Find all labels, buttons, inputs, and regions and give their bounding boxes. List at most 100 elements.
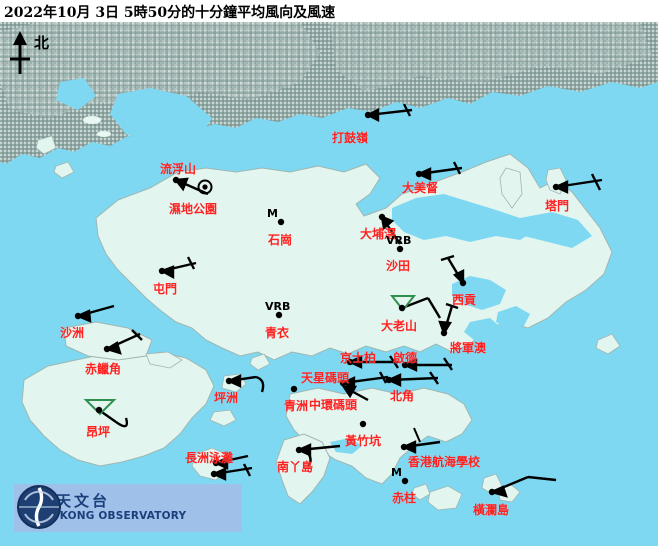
station-dot: [415, 170, 423, 178]
station-label: 中環碼頭: [309, 398, 358, 412]
wind-barb-lamma: [296, 443, 341, 467]
north-arrow-icon: [10, 31, 30, 74]
station-dot: [378, 213, 386, 221]
station-dot: [359, 420, 367, 428]
wind-barb-tseung-kwan-o: [438, 302, 459, 336]
station-label: 京士柏: [340, 351, 377, 365]
title-bar: 2022年10月 3日 5時50分的十分鐘平均風向及風速: [0, 0, 658, 22]
plover-cove-land: [499, 167, 523, 209]
north-label: 北: [34, 34, 50, 52]
wind-barb-north-point: [386, 371, 439, 387]
map-geography: [0, 22, 658, 546]
station-dot: [385, 376, 393, 384]
station-label: 香港航海學校: [408, 455, 481, 469]
station-dot: [290, 385, 298, 393]
wind-barb-layer: [74, 103, 603, 498]
station-label: 沙田: [386, 259, 411, 273]
station-label: 塔門: [545, 199, 570, 213]
station-label: 大美督: [402, 181, 439, 195]
station-dot: [295, 446, 303, 454]
station-dot: [401, 477, 409, 485]
station-dot: [459, 279, 467, 287]
wind-barb-sha-chau: [74, 304, 115, 323]
station-dot-layer: [74, 111, 560, 496]
station-label: 橫瀾島: [473, 503, 510, 517]
station-label: 赤鱲角: [85, 362, 122, 376]
station-label: 石崗: [268, 233, 293, 247]
hko-swirl-icon: [17, 485, 61, 529]
missing-data-flag: M: [391, 466, 402, 479]
inner-inlet-1: [56, 78, 96, 110]
station-label: 北角: [390, 389, 415, 403]
station-dot: [346, 358, 354, 366]
lamma-island: [275, 433, 331, 505]
wind-barb-tai-mei-tuk: [416, 161, 463, 181]
mainland-texture-overlay-2: [330, 22, 652, 92]
station-label: 啟德: [393, 351, 418, 365]
small-island-d: [53, 161, 75, 179]
missing-data-flag: M: [267, 207, 278, 220]
wind-barb-tap-mun: [553, 173, 603, 194]
station-dot: [364, 111, 372, 119]
station-label: 大老山: [381, 319, 418, 333]
station-dot: [339, 379, 347, 387]
tolo-channel: [520, 212, 592, 248]
map-canvas: 北 打鼓嶺 流浮山 濕地公園 石崗 M 屯門 大美督 塔門 大埔滘 沙田 VRB 西貢 將軍澳 沙洲 赤鱲角…: [0, 22, 658, 546]
station-dot: [275, 311, 283, 319]
variable-wind-flag: VRB: [265, 300, 291, 313]
hei-ling-chau: [209, 409, 237, 427]
wind-barb-ngong-ping: [83, 399, 129, 428]
wind-barb-star-ferry: [340, 371, 389, 390]
wind-barb-chek-lap-kok: [104, 329, 143, 355]
station-dot: [488, 488, 496, 496]
station-dot: [225, 377, 233, 385]
small-island-b: [249, 353, 271, 371]
station-label: 青洲: [284, 399, 309, 413]
station-dot: [396, 245, 404, 253]
small-island-a: [411, 483, 431, 501]
wind-barb-sea-school: [401, 427, 441, 454]
station-label: 沙洲: [60, 326, 85, 340]
wind-barb-ta-kwu-ling: [365, 103, 413, 122]
station-dot: [400, 443, 408, 451]
station-label: 打鼓嶺: [332, 131, 369, 145]
inlet-island-2: [97, 131, 111, 137]
station-label: 青衣: [265, 326, 290, 340]
station-label: 天星碼頭: [301, 371, 350, 385]
po-toi-island: [427, 485, 463, 511]
wind-barb-central-pier: [341, 385, 369, 402]
wind-barb-cheung-chau: [211, 463, 253, 481]
station-dot: [552, 183, 560, 191]
station-marker-wetland-park: [197, 179, 213, 195]
station-label: 屯門: [153, 282, 178, 296]
station-label: 黃竹坑: [345, 434, 382, 448]
port-shelter: [464, 318, 504, 342]
chek-lap-kok: [63, 321, 153, 361]
station-label: 坪洲: [214, 391, 239, 405]
aberdeen-channel: [330, 438, 362, 454]
station-label: 赤柱: [392, 491, 417, 505]
station-dot: [212, 459, 220, 467]
station-dot: [74, 312, 82, 320]
station-dot: [401, 361, 409, 369]
hko-logo: 香港天文台 HONG KONG OBSERVATORY: [14, 484, 242, 532]
station-dot: [277, 218, 285, 226]
station-dot: [103, 345, 111, 353]
small-island-f: [595, 333, 621, 355]
wind-barb-kai-tak: [402, 357, 453, 372]
page-title: 2022年10月 3日 5時50分的十分鐘平均風向及風速: [4, 5, 336, 21]
wind-barb-tuen-mun: [159, 256, 197, 280]
small-island-e: [35, 135, 57, 155]
wind-barb-sai-kung: [440, 254, 465, 286]
wind-barb-tate-cairn: [389, 295, 442, 319]
station-label: 濕地公園: [169, 202, 218, 216]
sai-kung-bay-2: [496, 306, 530, 328]
station-label: 西貢: [452, 293, 477, 307]
station-label: 長洲泳灘: [185, 451, 234, 465]
station-dot: [210, 470, 218, 478]
wind-barb-waglan: [488, 475, 557, 498]
station-dot: [95, 406, 103, 414]
north-arrow: 北: [6, 28, 58, 80]
station-label: 昂坪: [86, 425, 111, 439]
inlet-island-1: [83, 116, 101, 124]
